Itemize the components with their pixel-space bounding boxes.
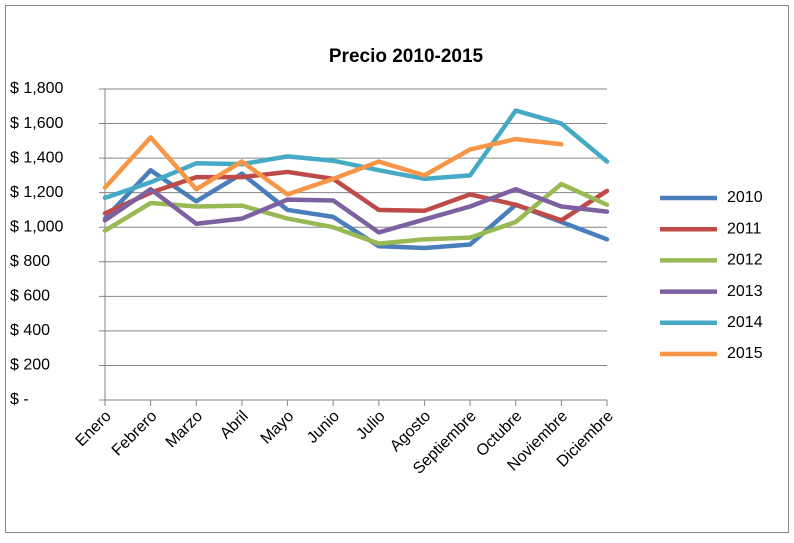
series-line bbox=[102, 108, 610, 201]
series-line bbox=[102, 186, 610, 235]
legend-label: 2015 bbox=[727, 345, 763, 362]
y-tick-label: $ 1,800 bbox=[10, 80, 63, 97]
legend-label: 2011 bbox=[727, 220, 762, 237]
y-tick-label: $ 600 bbox=[10, 288, 50, 305]
y-tick-label: $ 1,000 bbox=[10, 218, 63, 235]
chart-border bbox=[5, 5, 789, 533]
legend-label: 2010 bbox=[727, 189, 763, 206]
y-tick-label: $ 1,600 bbox=[10, 115, 63, 132]
series-line bbox=[102, 181, 610, 246]
y-tick-label: $ 1,400 bbox=[10, 149, 63, 166]
legend-label: 2014 bbox=[727, 314, 763, 331]
legend-label: 2013 bbox=[727, 283, 763, 300]
chart-title: Precio 2010-2015 bbox=[329, 46, 484, 67]
y-tick-label: $ - bbox=[10, 391, 29, 408]
legend-label: 2012 bbox=[727, 252, 763, 269]
y-tick-label: $ 400 bbox=[10, 322, 50, 339]
series-line bbox=[102, 135, 564, 197]
y-tick-label: $ 1,200 bbox=[10, 184, 63, 201]
y-tick-label: $ 200 bbox=[10, 357, 50, 374]
y-tick-label: $ 800 bbox=[10, 253, 50, 270]
